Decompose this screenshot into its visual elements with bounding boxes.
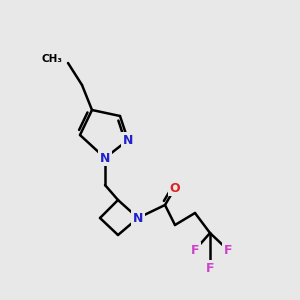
Text: O: O bbox=[170, 182, 180, 194]
Text: N: N bbox=[133, 212, 143, 224]
Text: N: N bbox=[123, 134, 133, 146]
Text: CH₃: CH₃ bbox=[42, 54, 63, 64]
Text: F: F bbox=[224, 244, 232, 256]
Text: F: F bbox=[206, 262, 214, 275]
Text: F: F bbox=[191, 244, 199, 256]
Text: N: N bbox=[100, 152, 110, 164]
